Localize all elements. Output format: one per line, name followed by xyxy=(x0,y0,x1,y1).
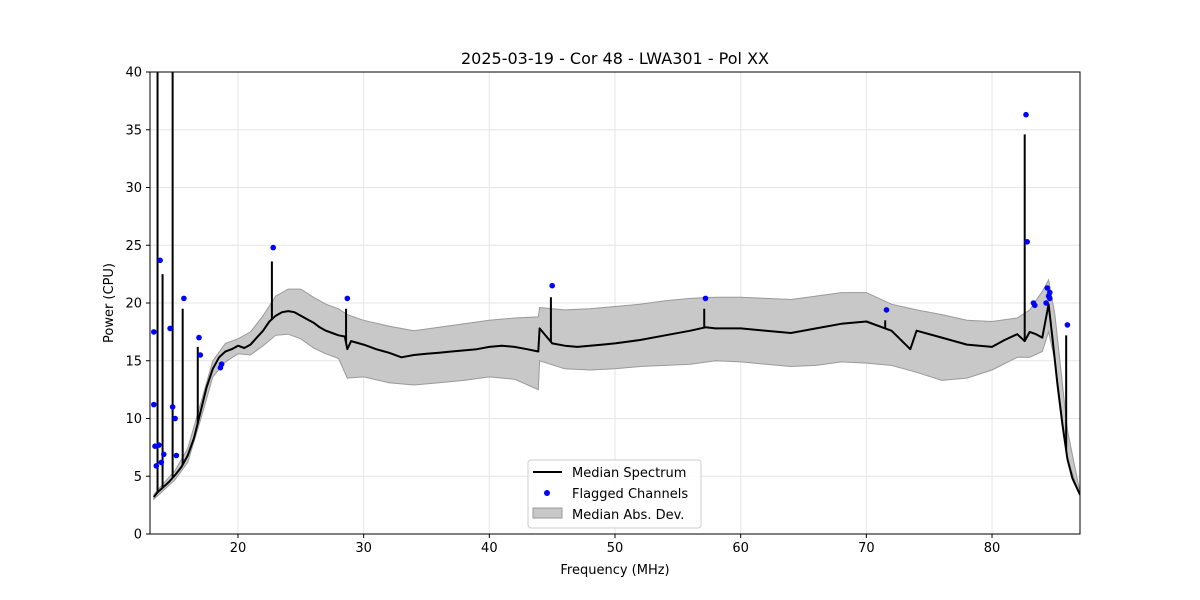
x-tick-label: 70 xyxy=(858,541,875,556)
y-tick-label: 40 xyxy=(125,66,142,81)
flagged-channel-point xyxy=(270,244,277,251)
chart-title: 2025-03-19 - Cor 48 - LWA301 - Pol XX xyxy=(461,49,769,68)
flagged-channel-point xyxy=(156,442,162,448)
x-tick-label: 20 xyxy=(230,541,247,556)
flagged-channel-point xyxy=(1047,289,1053,296)
x-tick-label: 60 xyxy=(732,541,749,556)
legend: Median Spectrum Flagged Channels Median … xyxy=(527,459,702,529)
flagged-channel-point xyxy=(196,334,202,341)
legend-box xyxy=(527,459,702,529)
flagged-channel-point xyxy=(151,401,157,408)
legend-mad-label: Median Abs. Dev. xyxy=(572,508,684,523)
y-tick-label: 5 xyxy=(134,470,142,485)
median-spectrum-layer xyxy=(153,72,1080,498)
legend-flagged-swatch xyxy=(544,490,550,496)
flagged-channel-point xyxy=(173,452,180,459)
flagged-channel-point xyxy=(1047,295,1053,302)
mad-band xyxy=(153,278,1080,501)
flagged-channel-point xyxy=(1064,322,1071,328)
y-tick-label: 20 xyxy=(125,297,142,312)
mad-band-layer xyxy=(153,278,1080,501)
axis-ticks: 20 30 40 50 60 70 80 0 5 10 15 20 25 30 35 40 xyxy=(125,66,1000,557)
flagged-channel-point xyxy=(158,459,165,466)
flagged-channel-point xyxy=(181,295,187,302)
x-tick-label: 30 xyxy=(355,541,372,556)
flagged-channel-point xyxy=(1044,285,1051,291)
flagged-channel-point xyxy=(344,295,351,302)
flagged-channel-point xyxy=(151,329,157,335)
flagged-channels-layer xyxy=(151,111,1071,469)
flagged-channel-point xyxy=(1032,302,1038,309)
legend-flagged-label: Flagged Channels xyxy=(572,487,688,502)
flagged-channel-point xyxy=(1024,239,1030,245)
x-tick-label: 50 xyxy=(607,541,624,556)
flagged-channel-point xyxy=(172,415,178,422)
legend-mad-swatch xyxy=(532,507,563,519)
flagged-channel-point xyxy=(549,282,555,289)
y-axis-title: Power (CPU) xyxy=(102,263,117,343)
y-tick-label: 30 xyxy=(125,181,142,196)
y-tick-label: 0 xyxy=(134,528,142,543)
flagged-channel-point xyxy=(1023,111,1029,118)
median-spectrum-line xyxy=(153,303,1080,498)
flagged-channel-point xyxy=(197,352,204,358)
flagged-channel-point xyxy=(167,325,173,332)
x-tick-label: 80 xyxy=(984,541,1001,556)
x-axis-title: Frequency (MHz) xyxy=(560,563,669,578)
flagged-channel-point xyxy=(883,307,890,313)
y-tick-label: 35 xyxy=(125,123,142,138)
y-tick-label: 15 xyxy=(125,354,142,369)
flagged-channel-point xyxy=(157,257,163,264)
x-tick-label: 40 xyxy=(481,541,498,556)
flagged-channel-point xyxy=(1043,300,1049,306)
flagged-channel-point xyxy=(153,463,160,469)
flagged-channel-point xyxy=(218,361,225,368)
legend-median-label: Median Spectrum xyxy=(572,466,686,481)
flagged-channel-point xyxy=(702,295,709,302)
flagged-channel-point xyxy=(169,404,176,410)
flagged-channel-point xyxy=(161,451,167,458)
y-tick-label: 25 xyxy=(125,239,142,254)
y-tick-label: 10 xyxy=(125,412,142,427)
